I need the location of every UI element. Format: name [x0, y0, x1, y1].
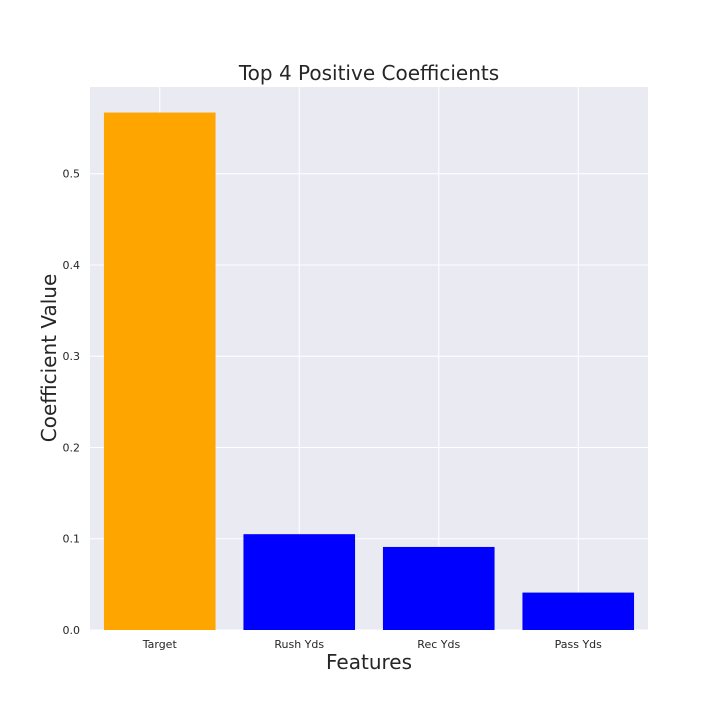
y-tick-label: 0.1: [63, 533, 81, 546]
bar-rush-yds: [243, 534, 356, 630]
y-tick-label: 0.5: [63, 168, 81, 181]
bar-target: [103, 112, 216, 631]
bar-pass-yds: [522, 592, 635, 630]
x-tick-label: Pass Yds: [555, 638, 603, 651]
y-axis-title: Coefficient Value: [37, 274, 61, 443]
x-tick-label: Target: [142, 638, 178, 651]
bar-rec-yds: [382, 546, 495, 630]
y-tick-label: 0.0: [63, 624, 81, 637]
y-tick-label: 0.4: [63, 259, 81, 272]
chart-title: Top 4 Positive Coefficients: [238, 61, 499, 85]
y-tick-label: 0.2: [63, 441, 81, 454]
x-tick-label: Rush Yds: [274, 638, 324, 651]
y-axis-ticks: 0.0 0.1 0.2 0.3 0.4 0.5: [63, 168, 81, 637]
x-axis-ticks: Target Rush Yds Rec Yds Pass Yds: [142, 638, 602, 651]
bars: [103, 112, 635, 631]
x-axis-title: Features: [326, 650, 412, 674]
x-tick-label: Rec Yds: [417, 638, 460, 651]
y-tick-label: 0.3: [63, 350, 81, 363]
